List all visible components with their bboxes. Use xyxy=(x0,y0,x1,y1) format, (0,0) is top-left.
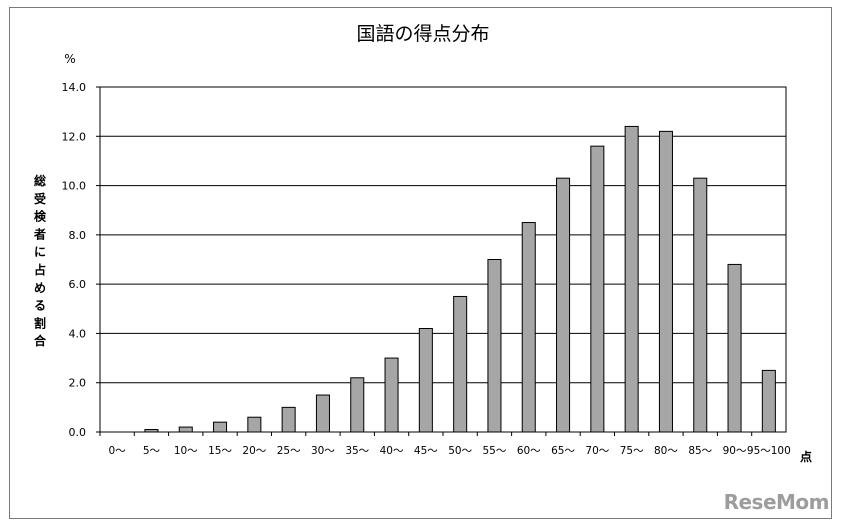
y-axis-label-char: 受 xyxy=(34,191,46,206)
x-category-label: 15～ xyxy=(208,445,232,457)
bar xyxy=(487,259,502,433)
y-axis-label-char: 合 xyxy=(34,333,47,348)
x-category-label: 25～ xyxy=(277,445,301,457)
bar-layer xyxy=(144,125,776,433)
x-category-label: 75～ xyxy=(620,445,644,457)
x-category-label: 5～ xyxy=(143,445,161,457)
y-tick-label: 10.0 xyxy=(62,180,87,193)
bar xyxy=(727,263,742,433)
bar xyxy=(693,177,708,433)
bar xyxy=(247,416,262,433)
y-tick-label: 8.0 xyxy=(69,229,87,242)
x-axis-unit: 点 xyxy=(800,449,812,464)
y-axis-label-char: 割 xyxy=(34,315,46,330)
y-tick-label: 0.0 xyxy=(69,426,87,439)
x-category-label: 90～ xyxy=(723,445,747,457)
y-tick-label: 6.0 xyxy=(69,278,87,291)
x-category-label: 45～ xyxy=(414,445,438,457)
bar xyxy=(315,394,330,433)
x-category-label: 30～ xyxy=(311,445,335,457)
watermark-text: ReseMom xyxy=(723,490,830,514)
x-category-label: 50～ xyxy=(448,445,472,457)
y-tick-label: 4.0 xyxy=(69,327,87,340)
watermark-logo: ReseMom xyxy=(723,490,830,514)
bar xyxy=(213,421,228,433)
y-axis-label-char: 者 xyxy=(33,226,46,241)
x-category-label: 95～100 xyxy=(747,445,791,457)
bar xyxy=(556,177,571,433)
x-category-label: 60～ xyxy=(517,445,541,457)
bar xyxy=(590,145,605,433)
y-axis-label-char: 検 xyxy=(34,209,47,224)
bar xyxy=(453,295,468,433)
x-category-label: 65～ xyxy=(551,445,575,457)
y-tick-label: 12.0 xyxy=(62,130,87,143)
x-category-label: 80～ xyxy=(654,445,678,457)
x-category-label: 55～ xyxy=(483,445,507,457)
y-axis-label-char: る xyxy=(34,299,46,313)
x-category-label: 85～ xyxy=(688,445,712,457)
bar xyxy=(178,426,193,433)
chart-title: 国語の得点分布 xyxy=(356,23,489,45)
bar xyxy=(761,369,776,433)
x-category-label: 35～ xyxy=(345,445,369,457)
plot-area xyxy=(99,86,787,433)
x-category-label: 20～ xyxy=(242,445,266,457)
bar xyxy=(350,377,365,433)
bar xyxy=(658,130,673,433)
bar xyxy=(281,406,296,433)
bar xyxy=(384,357,399,433)
x-category-label: 70～ xyxy=(585,445,609,457)
y-axis-label-char: め xyxy=(34,281,46,295)
y-tick-layer: 0.0 2.0 4.0 6.0 8.0 10.0 12.0 14.0 xyxy=(62,81,100,439)
bar xyxy=(521,222,536,433)
y-tick-label: 14.0 xyxy=(62,81,87,94)
y-axis-label-char: 占 xyxy=(34,262,46,277)
x-category-layer: 0～ 5～ 10～ 15～ 20～ 25～ 30～ 35～ 40～ 45～ 50～ 55～ 60～ 65～… xyxy=(99,432,791,457)
y-axis-unit: % xyxy=(64,52,75,66)
x-category-label: 40～ xyxy=(380,445,404,457)
x-category-label: 0～ xyxy=(109,445,127,457)
bar xyxy=(624,125,639,433)
y-tick-label: 2.0 xyxy=(69,377,87,390)
y-axis-label-char: 総 xyxy=(34,173,46,188)
x-category-label: 10～ xyxy=(174,445,198,457)
y-axis-label-char: に xyxy=(34,245,46,259)
bar xyxy=(418,328,433,433)
bar xyxy=(144,429,159,433)
